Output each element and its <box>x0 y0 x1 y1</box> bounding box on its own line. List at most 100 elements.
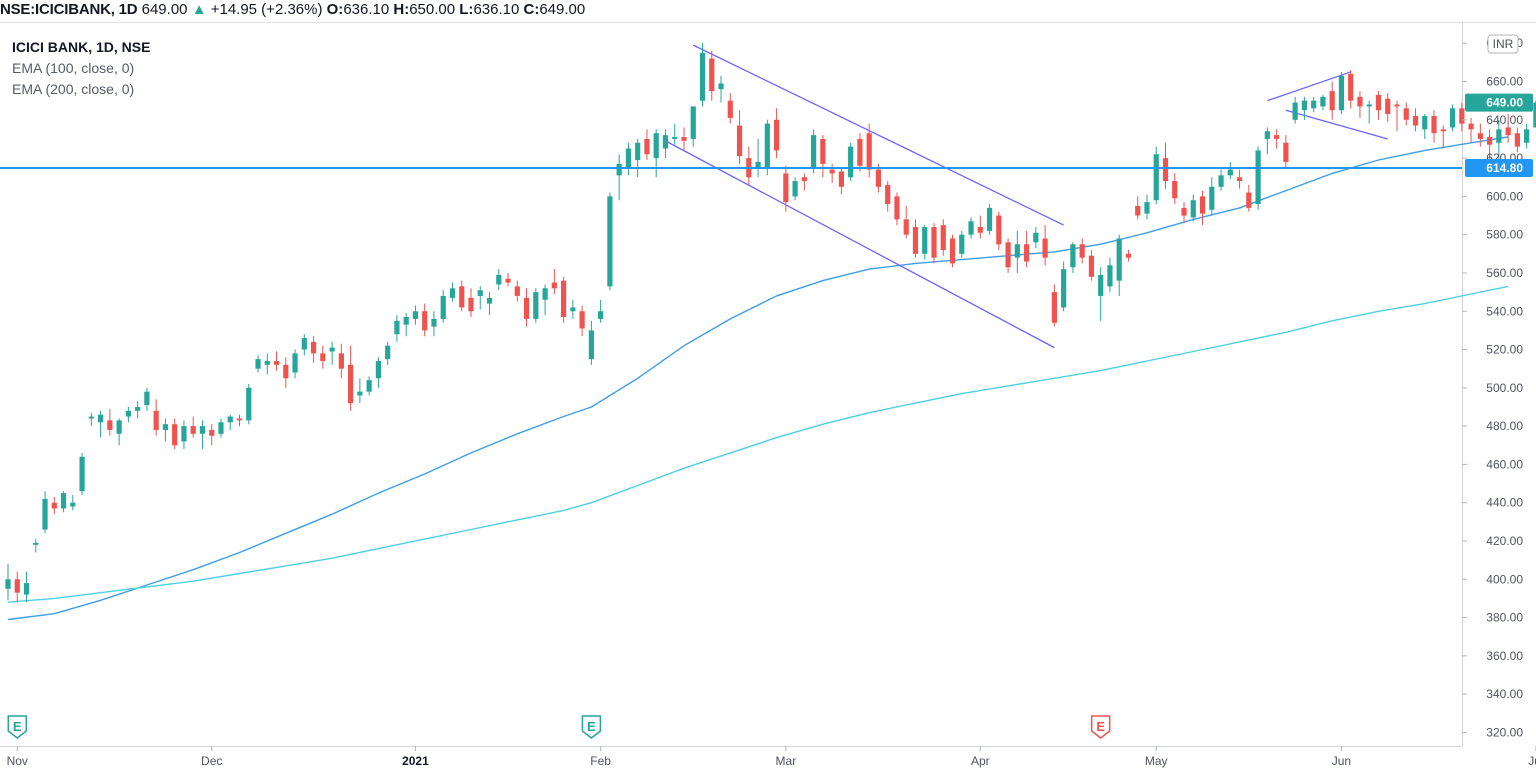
legend-ema-100[interactable]: EMA (100, close, 0) <box>12 60 134 76</box>
candle-body <box>190 426 196 434</box>
candle-body <box>1246 192 1252 208</box>
candle-body <box>894 196 900 220</box>
candle-body <box>672 137 678 139</box>
trendline-layer[interactable] <box>665 44 1388 349</box>
candle-body <box>1005 242 1011 268</box>
candle-body <box>23 583 30 595</box>
candle <box>1524 123 1530 149</box>
candle <box>218 418 224 438</box>
price-chart[interactable]: 320.00 340.00 360.00 380.00 400.00 420.00 440.… <box>0 22 1536 779</box>
candle-body <box>922 227 928 254</box>
candle <box>1079 238 1085 264</box>
candle <box>1255 146 1261 210</box>
candle <box>135 401 141 419</box>
candle <box>1264 127 1270 155</box>
candle-body <box>227 416 233 423</box>
candle <box>727 93 733 124</box>
candle-body <box>903 219 909 235</box>
candle-body <box>107 420 113 430</box>
candle-body <box>42 498 48 530</box>
close-value: 649.00 <box>539 1 586 18</box>
y-tick-label: 580.00 <box>1486 228 1523 242</box>
candle-body <box>1320 96 1326 107</box>
candle-body <box>1348 73 1354 101</box>
candle-body <box>727 100 733 118</box>
candle <box>857 133 863 172</box>
candle-body <box>1033 232 1039 243</box>
candle <box>1422 114 1428 139</box>
candle <box>486 292 493 316</box>
candle-body <box>14 579 20 593</box>
candle <box>1246 184 1252 212</box>
candle <box>348 345 354 411</box>
candle <box>885 181 891 212</box>
candle-body <box>486 297 493 304</box>
candle-body <box>348 364 354 404</box>
candle <box>88 412 94 427</box>
candle-body <box>1218 175 1224 187</box>
candle-body <box>135 406 141 411</box>
candle <box>1024 230 1030 268</box>
candle-body <box>598 311 604 319</box>
candle <box>329 341 335 365</box>
close-label: C: <box>523 1 540 18</box>
candle <box>1283 135 1289 168</box>
candle-body <box>1385 98 1391 115</box>
candle <box>190 416 196 438</box>
candle <box>23 571 30 603</box>
candle-body <box>866 133 872 170</box>
event-marker-shape <box>581 715 602 739</box>
legend-ema-200[interactable]: EMA (200, close, 0) <box>12 81 134 97</box>
candle <box>1088 249 1095 281</box>
candle-body <box>718 83 724 90</box>
candle-body <box>570 307 576 312</box>
candle <box>949 234 956 268</box>
candle <box>153 399 159 436</box>
candle <box>1449 104 1456 132</box>
low-label: L: <box>459 1 474 18</box>
candle <box>1033 227 1039 249</box>
candle-body <box>1190 200 1196 218</box>
candle <box>14 571 20 603</box>
candle-body <box>51 502 57 509</box>
candle-body <box>1496 129 1502 143</box>
candle <box>699 43 706 107</box>
x-tick-label: 2021 <box>402 754 429 768</box>
candle <box>227 414 233 430</box>
candle <box>403 313 409 337</box>
chart-legend: ICICI BANK, 1D, NSE EMA (100, close, 0) … <box>12 39 150 97</box>
candle-body <box>1014 244 1020 258</box>
candle <box>848 142 854 182</box>
candle <box>394 315 400 342</box>
candle <box>181 420 187 450</box>
earnings-event-icon: E <box>7 715 28 739</box>
candle <box>440 290 446 323</box>
candle <box>459 280 465 312</box>
candle-body <box>70 502 76 507</box>
candle-body <box>1440 129 1446 132</box>
candle-body <box>153 410 159 430</box>
currency-badge[interactable]: INR <box>1487 34 1519 54</box>
candle <box>1514 127 1520 153</box>
time-axis[interactable]: Nov Dec 2021 Feb Mar Apr May Jun Jul <box>7 746 1536 768</box>
candle <box>681 127 687 151</box>
candle <box>523 288 530 327</box>
candle-body <box>1449 108 1456 128</box>
candle-body <box>172 424 178 446</box>
candle-body <box>885 184 891 205</box>
candle <box>116 418 122 446</box>
candle <box>283 357 289 388</box>
candle <box>773 108 780 159</box>
x-tick-label: Apr <box>971 754 990 768</box>
price-axis[interactable]: 320.00 340.00 360.00 380.00 400.00 420.00 440.… <box>1462 36 1533 739</box>
open-label: O: <box>326 1 344 18</box>
candle <box>79 452 85 496</box>
candle-body <box>1135 205 1141 216</box>
open-value: 636.10 <box>343 1 390 18</box>
candle <box>598 299 604 323</box>
candle-body <box>88 416 94 419</box>
candle <box>338 343 344 379</box>
trendline-3 <box>1267 71 1351 102</box>
candle <box>1144 194 1150 220</box>
